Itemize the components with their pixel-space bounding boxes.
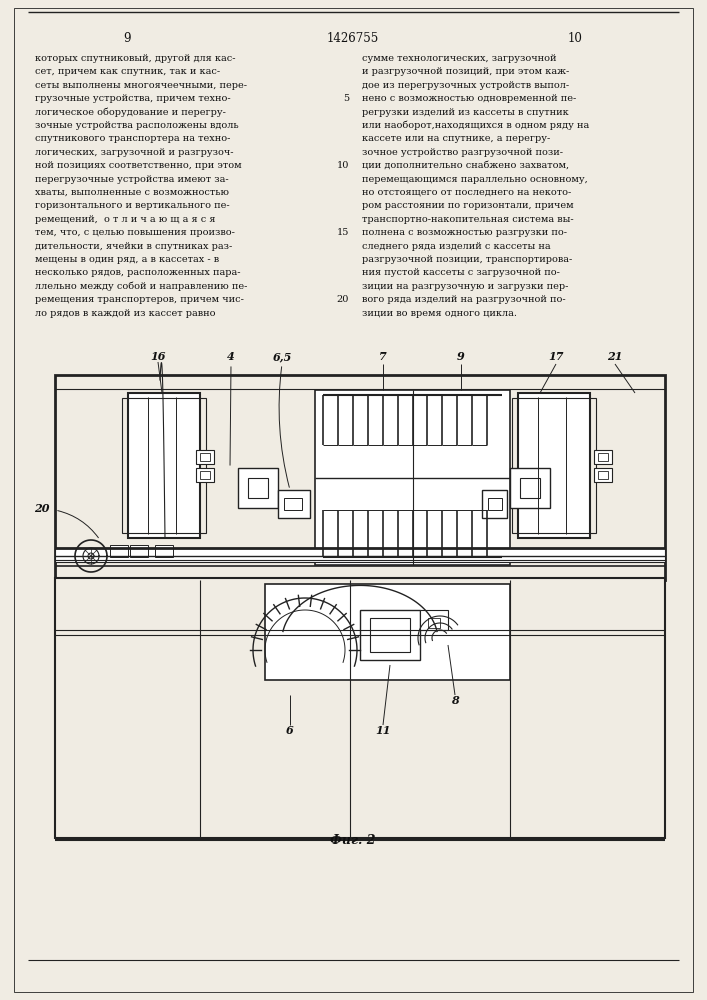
Bar	[238, 468, 278, 508]
Text: мещены в один ряд, а в кассетах - в: мещены в один ряд, а в кассетах - в	[35, 255, 219, 264]
Text: ло рядов в каждой из кассет равно: ло рядов в каждой из кассет равно	[35, 309, 216, 318]
Text: которых спутниковый, другой для кас-: которых спутниковый, другой для кас-	[35, 54, 235, 63]
Text: ции дополнительно снабжено захватом,: ции дополнительно снабжено захватом,	[362, 161, 569, 170]
Text: ремещений,  о т л и ч а ю щ а я с я: ремещений, о т л и ч а ю щ а я с я	[35, 215, 216, 224]
Bar	[55, 375, 665, 580]
Text: горизонтального и вертикального пе-: горизонтального и вертикального пе-	[35, 201, 230, 210]
Bar	[520, 478, 540, 498]
Bar	[196, 468, 214, 482]
Bar	[598, 471, 608, 479]
Text: транспортно-накопительная система вы-: транспортно-накопительная система вы-	[362, 215, 573, 224]
Bar	[594, 450, 612, 464]
Text: грузочные устройства, причем техно-: грузочные устройства, причем техно-	[35, 94, 230, 103]
Bar	[315, 390, 510, 565]
Text: ром расстоянии по горизонтали, причем: ром расстоянии по горизонтали, причем	[362, 201, 573, 210]
Text: 17: 17	[548, 351, 563, 362]
Bar	[278, 490, 310, 518]
Bar	[482, 490, 507, 518]
Text: зиции во время одного цикла.: зиции во время одного цикла.	[362, 309, 517, 318]
Text: или наоборот,находящихся в одном ряду на: или наоборот,находящихся в одном ряду на	[362, 121, 589, 130]
Text: следнего ряда изделий с кассеты на: следнего ряда изделий с кассеты на	[362, 242, 551, 251]
Text: 11: 11	[375, 724, 391, 736]
Text: кассете или на спутнике, а перегру-: кассете или на спутнике, а перегру-	[362, 134, 550, 143]
Text: 10: 10	[337, 161, 349, 170]
Bar	[284, 498, 302, 510]
Text: 6,5: 6,5	[272, 351, 292, 362]
Bar	[196, 450, 214, 464]
Text: 4: 4	[227, 351, 235, 362]
Text: тем, что, с целью повышения произво-: тем, что, с целью повышения произво-	[35, 228, 235, 237]
Text: сет, причем как спутник, так и кас-: сет, причем как спутник, так и кас-	[35, 67, 220, 76]
Text: дое из перегрузочных устройств выпол-: дое из перегрузочных устройств выпол-	[362, 81, 569, 90]
Bar	[200, 453, 210, 461]
Bar	[55, 578, 665, 838]
Text: 7: 7	[379, 351, 387, 362]
Bar	[370, 618, 410, 652]
Text: Фиг. 2: Фиг. 2	[330, 834, 375, 846]
Text: 9: 9	[123, 32, 131, 45]
Text: 6: 6	[286, 724, 294, 736]
Bar	[200, 471, 210, 479]
Text: хваты, выполненные с возможностью: хваты, выполненные с возможностью	[35, 188, 229, 197]
Bar	[110, 545, 128, 557]
Text: сеты выполнены многоячеечными, пере-: сеты выполнены многоячеечными, пере-	[35, 81, 247, 90]
Text: и разгрузочной позиций, при этом каж-: и разгрузочной позиций, при этом каж-	[362, 67, 569, 76]
Text: 10: 10	[568, 32, 583, 45]
Bar	[510, 468, 550, 508]
Bar	[360, 610, 420, 660]
Text: ния пустой кассеты с загрузочной по-: ния пустой кассеты с загрузочной по-	[362, 268, 560, 277]
Text: 9: 9	[457, 351, 465, 362]
Text: полнена с возможностью разгрузки по-: полнена с возможностью разгрузки по-	[362, 228, 567, 237]
Bar	[518, 393, 590, 538]
Text: ной позициях соответственно, при этом: ной позициях соответственно, при этом	[35, 161, 242, 170]
Text: 21: 21	[607, 351, 623, 362]
Bar	[55, 548, 665, 562]
Text: логическое оборудование и перегру-: логическое оборудование и перегру-	[35, 108, 226, 117]
Text: сумме технологических, загрузочной: сумме технологических, загрузочной	[362, 54, 556, 63]
Bar	[428, 618, 440, 628]
Bar	[594, 468, 612, 482]
Bar	[130, 545, 148, 557]
Text: перегрузочные устройства имеют за-: перегрузочные устройства имеют за-	[35, 175, 228, 184]
Bar	[128, 393, 200, 538]
Text: ремещения транспортеров, причем чис-: ремещения транспортеров, причем чис-	[35, 295, 244, 304]
Text: зочное устройство разгрузочной пози-: зочное устройство разгрузочной пози-	[362, 148, 563, 157]
Text: несколько рядов, расположенных пара-: несколько рядов, расположенных пара-	[35, 268, 240, 277]
Bar	[488, 498, 502, 510]
Text: 15: 15	[337, 228, 349, 237]
Bar	[598, 453, 608, 461]
Text: 8: 8	[451, 694, 459, 706]
Bar	[248, 478, 268, 498]
Bar	[122, 398, 206, 533]
Bar	[420, 610, 448, 630]
Bar	[155, 545, 173, 557]
Text: 5: 5	[343, 94, 349, 103]
Text: дительности, ячейки в спутниках раз-: дительности, ячейки в спутниках раз-	[35, 242, 233, 251]
Text: ллельно между собой и направлению пе-: ллельно между собой и направлению пе-	[35, 282, 247, 291]
Text: 20: 20	[337, 295, 349, 304]
Text: логических, загрузочной и разгрузоч-: логических, загрузочной и разгрузоч-	[35, 148, 233, 157]
Text: 20: 20	[34, 502, 49, 514]
Text: разгрузочной позиции, транспортирова-: разгрузочной позиции, транспортирова-	[362, 255, 572, 264]
Text: зиции на разгрузочную и загрузки пер-: зиции на разгрузочную и загрузки пер-	[362, 282, 568, 291]
Bar	[512, 398, 596, 533]
Text: перемещающимся параллельно основному,: перемещающимся параллельно основному,	[362, 175, 588, 184]
Text: регрузки изделий из кассеты в спутник: регрузки изделий из кассеты в спутник	[362, 108, 568, 117]
Text: зочные устройства расположены вдоль: зочные устройства расположены вдоль	[35, 121, 239, 130]
Text: спутникового транспортера на техно-: спутникового транспортера на техно-	[35, 134, 230, 143]
Text: вого ряда изделий на разгрузочной по-: вого ряда изделий на разгрузочной по-	[362, 295, 566, 304]
Text: нено с возможностью одновременной пе-: нено с возможностью одновременной пе-	[362, 94, 576, 103]
Text: 16: 16	[151, 351, 165, 362]
Text: 1426755: 1426755	[327, 32, 379, 45]
Text: но отстоящего от последнего на некото-: но отстоящего от последнего на некото-	[362, 188, 571, 197]
Bar	[265, 584, 510, 680]
